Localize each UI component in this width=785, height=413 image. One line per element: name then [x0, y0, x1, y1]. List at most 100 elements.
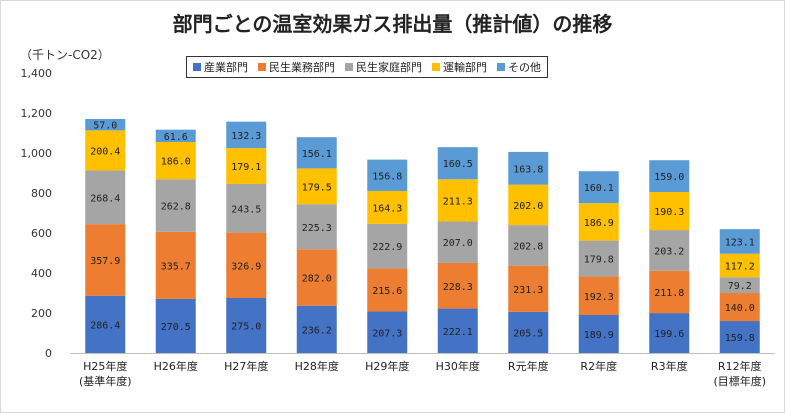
data-label: 123.1: [725, 237, 755, 248]
bar-segment: [85, 170, 126, 225]
data-label: 326.9: [231, 261, 261, 272]
data-label: 186.0: [161, 157, 191, 168]
data-label: 205.5: [513, 328, 543, 339]
legend-swatch: [193, 63, 201, 71]
data-label: 179.1: [231, 162, 261, 173]
data-label: 61.6: [164, 132, 188, 143]
legend-label: 民生家庭部門: [356, 61, 422, 74]
bar-segment: [226, 232, 267, 298]
data-label: 79.2: [728, 281, 752, 292]
chart-legend: 産業部門 民生業務部門 民生家庭部門 運輸部門 その他: [186, 56, 548, 78]
bar-segment: [437, 262, 478, 309]
data-label: 203.2: [654, 246, 684, 257]
data-label: 282.0: [302, 274, 332, 285]
legend-label: 運輸部門: [443, 61, 487, 74]
data-label: 156.1: [302, 149, 332, 160]
bar-segment: [508, 184, 549, 226]
legend-label: 産業部門: [204, 61, 248, 74]
data-label: 211.3: [443, 196, 473, 207]
bar-segment: [437, 221, 478, 263]
data-label: 140.0: [725, 303, 755, 314]
data-label: 335.7: [161, 261, 191, 272]
y-tick-label: 800: [31, 187, 52, 200]
legend-swatch: [258, 63, 266, 71]
bar-segment: [296, 249, 337, 306]
bar-segment: [226, 148, 267, 184]
data-label: 228.3: [443, 282, 473, 293]
data-label: 179.8: [584, 255, 614, 266]
y-tick-label: 1,000: [21, 147, 53, 160]
x-tick-label: H26年度: [154, 359, 198, 373]
data-label: 222.1: [443, 327, 473, 338]
data-label: 190.3: [654, 207, 684, 218]
bar-segment: [226, 121, 267, 149]
bar-segment: [719, 229, 760, 254]
data-label: 189.9: [584, 330, 614, 341]
x-tick-label: H30年度: [436, 359, 480, 373]
bar-segment: [578, 315, 619, 353]
data-label: 199.6: [654, 329, 684, 340]
x-tick-label: (目標年度): [713, 374, 766, 388]
x-tick-label: H27年度: [224, 359, 268, 373]
legend-item: 民生業務部門: [258, 59, 335, 75]
y-axis-unit-label: （千トン-CO2）: [20, 48, 110, 62]
bar-segment: [367, 311, 408, 353]
data-label: 207.0: [443, 238, 473, 249]
bar-segment: [649, 160, 690, 193]
x-tick-label: R元年度: [508, 359, 549, 373]
bar-segment: [367, 159, 408, 191]
data-label: 164.3: [372, 203, 402, 214]
y-tick-label: 400: [31, 267, 52, 280]
bar-segment: [85, 130, 126, 171]
bar-segment: [719, 321, 760, 353]
bar-segment: [85, 295, 126, 353]
x-tick-label: R12年度: [718, 359, 762, 373]
data-label: 200.4: [90, 146, 120, 157]
data-label: 202.0: [513, 201, 543, 212]
data-label: 159.0: [654, 172, 684, 183]
data-label: 268.4: [90, 193, 120, 204]
data-label: 160.1: [584, 183, 614, 194]
data-label: 207.3: [372, 328, 402, 339]
bar-segment: [155, 231, 196, 299]
legend-label: その他: [508, 61, 541, 74]
y-tick-label: 200: [31, 307, 52, 320]
data-label: 270.5: [161, 322, 191, 333]
data-label: 160.5: [443, 159, 473, 170]
bar-segment: [719, 277, 760, 294]
data-label: 202.8: [513, 241, 543, 252]
bar-segment: [367, 190, 408, 224]
y-tick-label: 1,200: [21, 107, 53, 120]
bar-segment: [649, 270, 690, 314]
x-tick-label: (基準年度): [79, 374, 132, 388]
bar-segment: [578, 240, 619, 277]
bar-segment: [155, 298, 196, 353]
bar-segment: [719, 293, 760, 322]
x-tick-label: H28年度: [295, 359, 339, 373]
bar-segment: [437, 179, 478, 222]
legend-swatch: [345, 63, 353, 71]
data-label: 286.4: [90, 320, 120, 331]
data-label: 159.8: [725, 333, 755, 344]
bar-segment: [508, 151, 549, 185]
bar-segment: [578, 171, 619, 204]
x-tick-label: H29年度: [365, 359, 409, 373]
y-tick-label: 1,400: [21, 67, 53, 80]
legend-item: 民生家庭部門: [345, 59, 422, 75]
bar-segment: [508, 225, 549, 266]
bar-segment: [296, 168, 337, 205]
data-label: 132.3: [231, 131, 261, 142]
data-label: 117.2: [725, 261, 755, 272]
bar-segment: [437, 147, 478, 180]
bar-segment: [226, 183, 267, 233]
bar-segment: [719, 253, 760, 278]
bar-segment: [649, 230, 690, 271]
x-tick-label: R2年度: [580, 359, 617, 373]
bar-segment: [367, 268, 408, 312]
bar-segment: [367, 223, 408, 269]
x-tick-label: H25年度: [83, 359, 127, 373]
bar-segment: [226, 298, 267, 353]
data-label: 275.0: [231, 322, 261, 333]
data-label: 192.3: [584, 292, 614, 303]
